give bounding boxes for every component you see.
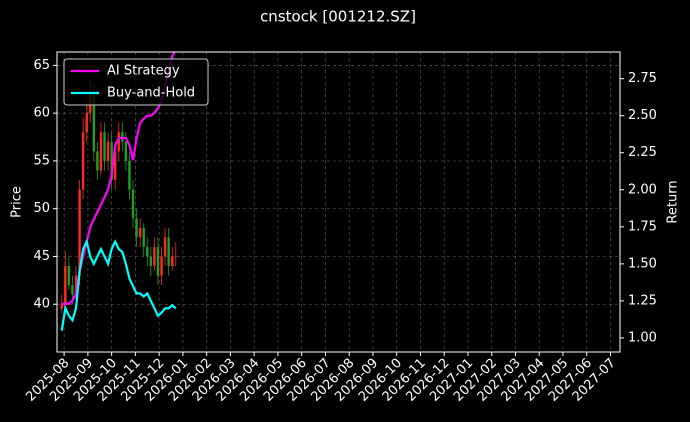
candle-body — [138, 227, 142, 238]
y2-tick-label: 2.75 — [628, 71, 657, 86]
candle-body — [96, 151, 99, 171]
candle-body — [106, 141, 110, 161]
candle-body — [149, 256, 153, 267]
y2-axis-label: Return — [666, 180, 681, 223]
candle-body — [74, 275, 78, 295]
legend: AI Strategy Buy-and-Hold — [63, 58, 209, 106]
candle-body — [167, 237, 170, 267]
candle-body — [92, 94, 96, 152]
candle-body — [81, 132, 85, 190]
chart-title: cnstock [001212.SZ] — [260, 8, 416, 26]
y2-tick-label: 2.50 — [628, 108, 657, 123]
legend-frame — [63, 58, 209, 106]
y-tick-label: 55 — [33, 153, 50, 168]
y2-tick-label: 1.75 — [628, 219, 657, 234]
candle-body — [135, 218, 138, 238]
candle-body — [78, 189, 81, 276]
axes: 2025-082025-092025-102025-112025-122026-… — [23, 51, 657, 405]
y-tick-label: 40 — [33, 297, 50, 312]
candle-body — [85, 113, 88, 133]
candle-body — [160, 256, 163, 276]
candle-body — [142, 227, 145, 247]
candle-body — [174, 256, 177, 258]
candle-body — [71, 285, 74, 295]
candle-body — [60, 304, 63, 310]
y2-tick-label: 2.00 — [628, 182, 657, 197]
y2-tick-label: 1.25 — [628, 293, 657, 308]
candle-body — [153, 246, 156, 267]
candle-body — [67, 266, 71, 286]
legend-label: AI Strategy — [107, 64, 180, 79]
candle-body — [128, 160, 131, 190]
y2-tick-label: 2.25 — [628, 145, 657, 160]
legend-label: Buy-and-Hold — [107, 86, 195, 101]
candle-body — [103, 132, 106, 161]
plot-area — [57, 52, 620, 352]
candle-body — [124, 141, 128, 161]
y-tick-label: 60 — [33, 106, 50, 121]
candle-body — [99, 132, 103, 171]
candle-body — [156, 246, 160, 276]
candle-body — [163, 237, 167, 257]
y-tick-label: 50 — [33, 201, 50, 216]
y-axis-label: Price — [10, 186, 25, 218]
candle-body — [131, 189, 135, 219]
y2-tick-label: 1.50 — [628, 256, 657, 271]
candle-body — [117, 132, 120, 152]
candle-body — [64, 266, 67, 305]
candle-body — [146, 246, 149, 257]
y-tick-label: 65 — [33, 58, 50, 73]
y-tick-label: 45 — [33, 249, 50, 264]
candle-body — [110, 141, 113, 181]
candle-body — [171, 256, 174, 267]
candle-body — [114, 151, 117, 181]
plot-frame — [56, 51, 621, 353]
y2-tick-label: 1.00 — [628, 330, 657, 345]
return-line — [60, 238, 177, 331]
